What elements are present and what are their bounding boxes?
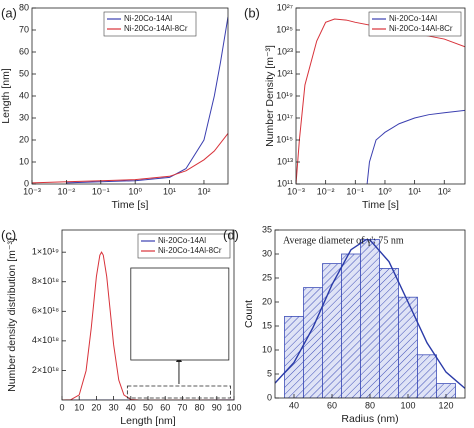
y-tick-label: 8×10¹⁸ [32, 276, 59, 286]
series-line [366, 109, 465, 184]
legend-label: Ni-20Co-14Al-8Cr [158, 246, 222, 255]
y-tick-label: 10¹³ [277, 156, 293, 166]
x-tick-label: 10¹ [408, 186, 421, 196]
panel-label: (d) [223, 227, 239, 242]
legend-label: Ni-20Co-14Al [389, 14, 437, 23]
histogram-bar [398, 296, 418, 398]
x-tick-label: 10 [74, 402, 84, 412]
histogram-bar [360, 239, 380, 398]
zoom-box [126, 385, 231, 399]
y-tick-label: 10¹¹ [277, 178, 293, 188]
x-tick-label: 10² [197, 186, 210, 196]
y-axis-label: Number Density [m⁻³] [264, 45, 276, 147]
x-tick-label: 80 [195, 402, 205, 412]
x-tick-label: 10⁰ [128, 186, 142, 196]
y-tick-label: 6×10¹⁸ [32, 306, 59, 316]
x-axis-label: Radius (nm) [341, 413, 398, 425]
legend-box [137, 233, 231, 259]
panel-label: (b) [244, 5, 260, 20]
x-tick-label: 10⁻² [317, 186, 335, 196]
y-tick-label: 15 [262, 320, 272, 330]
x-tick-label: 10⁰ [378, 186, 392, 196]
series-line [66, 16, 228, 184]
series-line [275, 238, 465, 389]
legend-box [368, 11, 462, 37]
x-tick-label: 10⁻¹ [92, 186, 110, 196]
y-tick-label: 30 [262, 248, 272, 258]
y-axis-label: Count [243, 300, 255, 328]
inset-frame [130, 267, 230, 361]
x-tick-label: 10² [438, 186, 451, 196]
x-axis-label: Time [s] [362, 199, 399, 211]
y-tick-label: 10 [262, 344, 272, 354]
y-tick-label: 70 [19, 24, 29, 34]
histogram-bar [379, 267, 399, 398]
histogram-bar [417, 354, 437, 398]
legend-label: Ni-20Co-14Al-8Cr [389, 24, 453, 33]
x-tick-label: 10⁻³ [23, 186, 41, 196]
histogram-bar [303, 287, 323, 398]
x-tick-label: 50 [143, 402, 153, 412]
x-tick-label: 100 [226, 402, 241, 412]
y-tick-label: 10¹⁵ [276, 134, 293, 144]
y-axis-label: Number density distribution [m⁻³] [6, 238, 18, 392]
x-tick-label: 10⁻¹ [346, 186, 364, 196]
y-tick-label: 5 [267, 368, 272, 378]
y-tick-label: 2×10¹⁸ [32, 365, 59, 375]
x-tick-label: 40 [289, 400, 299, 410]
legend-label: Ni-20Co-14Al [158, 236, 206, 245]
x-tick-label: 80 [365, 400, 375, 410]
y-tick-label: 25 [262, 272, 272, 282]
y-tick-label: 40 [19, 90, 29, 100]
x-axis-label: Time [s] [112, 199, 149, 211]
x-tick-label: 30 [109, 402, 119, 412]
x-tick-label: 90 [212, 402, 222, 412]
series-line [296, 18, 465, 184]
legend-label: Ni-20Co-14Al-8Cr [124, 24, 188, 33]
y-tick-label: 10¹⁹ [276, 90, 293, 100]
y-tick-label: 10²³ [277, 46, 293, 56]
y-tick-label: 20 [19, 134, 29, 144]
y-tick-label: 60 [19, 46, 29, 56]
x-tick-label: 100 [400, 400, 415, 410]
x-tick-label: 70 [177, 402, 187, 412]
y-tick-label: 50 [19, 68, 29, 78]
panel-label: (a) [1, 5, 17, 20]
histogram-bar [436, 383, 456, 398]
y-tick-label: 10¹⁷ [277, 112, 293, 122]
y-tick-label: 80 [19, 2, 29, 12]
x-tick-label: 10¹ [163, 186, 176, 196]
x-tick-label: 0 [59, 402, 64, 412]
legend-box [103, 11, 197, 37]
panel-label: (c) [1, 227, 16, 242]
x-axis-label: Length [nm] [120, 415, 176, 427]
x-tick-label: 10⁻³ [287, 186, 305, 196]
y-tick-label: 30 [19, 112, 29, 122]
x-tick-label: 120 [438, 400, 453, 410]
histogram-bar [284, 315, 304, 398]
histogram-bar [341, 253, 361, 398]
x-tick-label: 10⁻² [58, 186, 76, 196]
legend-label: Ni-20Co-14Al [124, 14, 172, 23]
y-tick-label: 1×10¹⁹ [32, 247, 59, 257]
y-tick-label: 0 [24, 178, 29, 188]
y-axis-label: Length [nm] [0, 68, 12, 124]
y-tick-label: 35 [262, 224, 272, 234]
y-tick-label: 10²⁷ [277, 2, 293, 12]
annotation: Average diameter of γ': 75 nm [283, 235, 404, 246]
y-tick-label: 4×10¹⁸ [32, 335, 59, 345]
x-tick-label: 60 [160, 402, 170, 412]
y-tick-label: 0 [267, 392, 272, 402]
y-tick-label: 10²¹ [277, 68, 293, 78]
y-tick-label: 10 [19, 156, 29, 166]
x-tick-label: 20 [91, 402, 101, 412]
x-tick-label: 40 [126, 402, 136, 412]
series-line [32, 133, 228, 184]
y-tick-label: 20 [262, 296, 272, 306]
x-tick-label: 60 [327, 400, 337, 410]
y-tick-label: 10²⁵ [276, 24, 293, 34]
